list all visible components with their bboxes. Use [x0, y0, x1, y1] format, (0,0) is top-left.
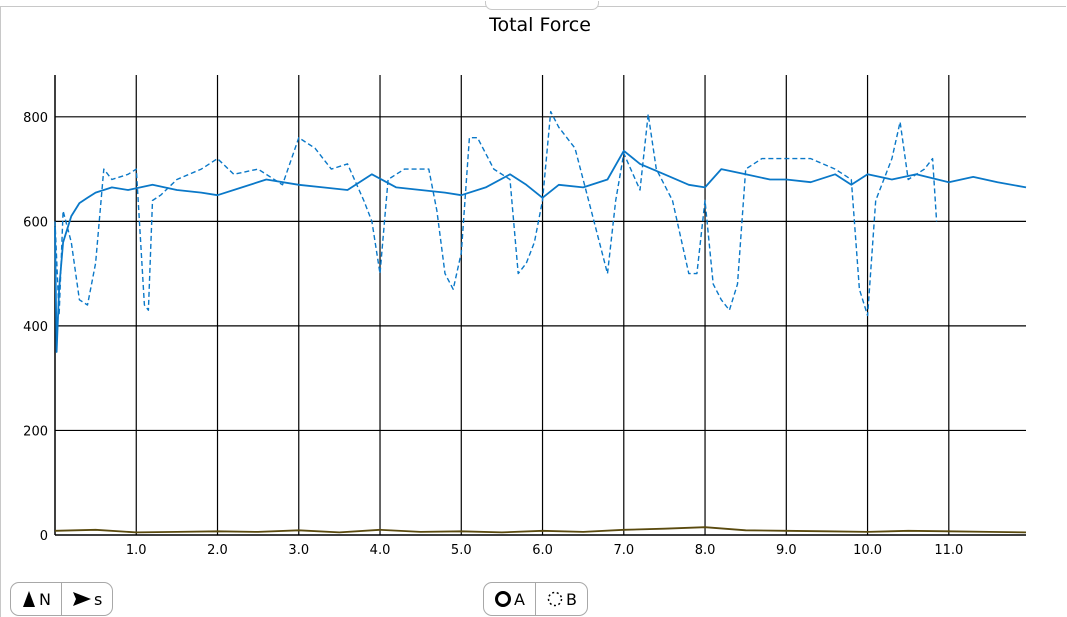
x-tick-label: 8.0: [695, 543, 716, 558]
x-tick-label: 9.0: [776, 543, 797, 558]
sensor-a-label: A: [514, 589, 525, 609]
unit-n-label: N: [39, 589, 51, 609]
x-tick-label: 1.0: [126, 543, 147, 558]
x-tick-label: 10.0: [853, 543, 882, 558]
x-tick-label: 5.0: [451, 543, 472, 558]
unit-s-button[interactable]: s: [60, 583, 112, 615]
x-tick-label: 2.0: [207, 543, 228, 558]
sensor-toggle-group: A B: [483, 582, 588, 616]
unit-s-label: s: [93, 589, 103, 609]
circle-a-icon: [494, 590, 512, 608]
play-s-icon: [72, 591, 92, 607]
unit-n-button[interactable]: N: [11, 583, 61, 615]
series-line-2: [54, 526, 1027, 534]
series-line-0: [54, 149, 1027, 353]
x-tick-label: 7.0: [613, 543, 634, 558]
sensor-a-button[interactable]: A: [484, 583, 535, 615]
force-n-icon: [21, 590, 37, 608]
unit-toggle-group: N s: [10, 582, 114, 616]
y-tick-label: 800: [23, 111, 48, 126]
series-line-1: [54, 110, 938, 317]
sensor-b-label: B: [565, 589, 577, 609]
x-tick-label: 6.0: [532, 543, 553, 558]
y-tick-label: 400: [23, 320, 48, 335]
y-tick-label: 200: [23, 424, 48, 439]
chart-title: Total Force: [489, 14, 591, 36]
x-tick-label: 4.0: [370, 543, 391, 558]
y-tick-label: 0: [40, 529, 48, 544]
y-tick-label: 600: [23, 215, 48, 230]
dotted-circle-b-icon: [546, 590, 564, 608]
x-tick-label: 3.0: [288, 543, 309, 558]
x-tick-label: 11.0: [934, 543, 963, 558]
sensor-b-button[interactable]: B: [534, 583, 587, 615]
top-tab-handle[interactable]: [485, 1, 599, 10]
